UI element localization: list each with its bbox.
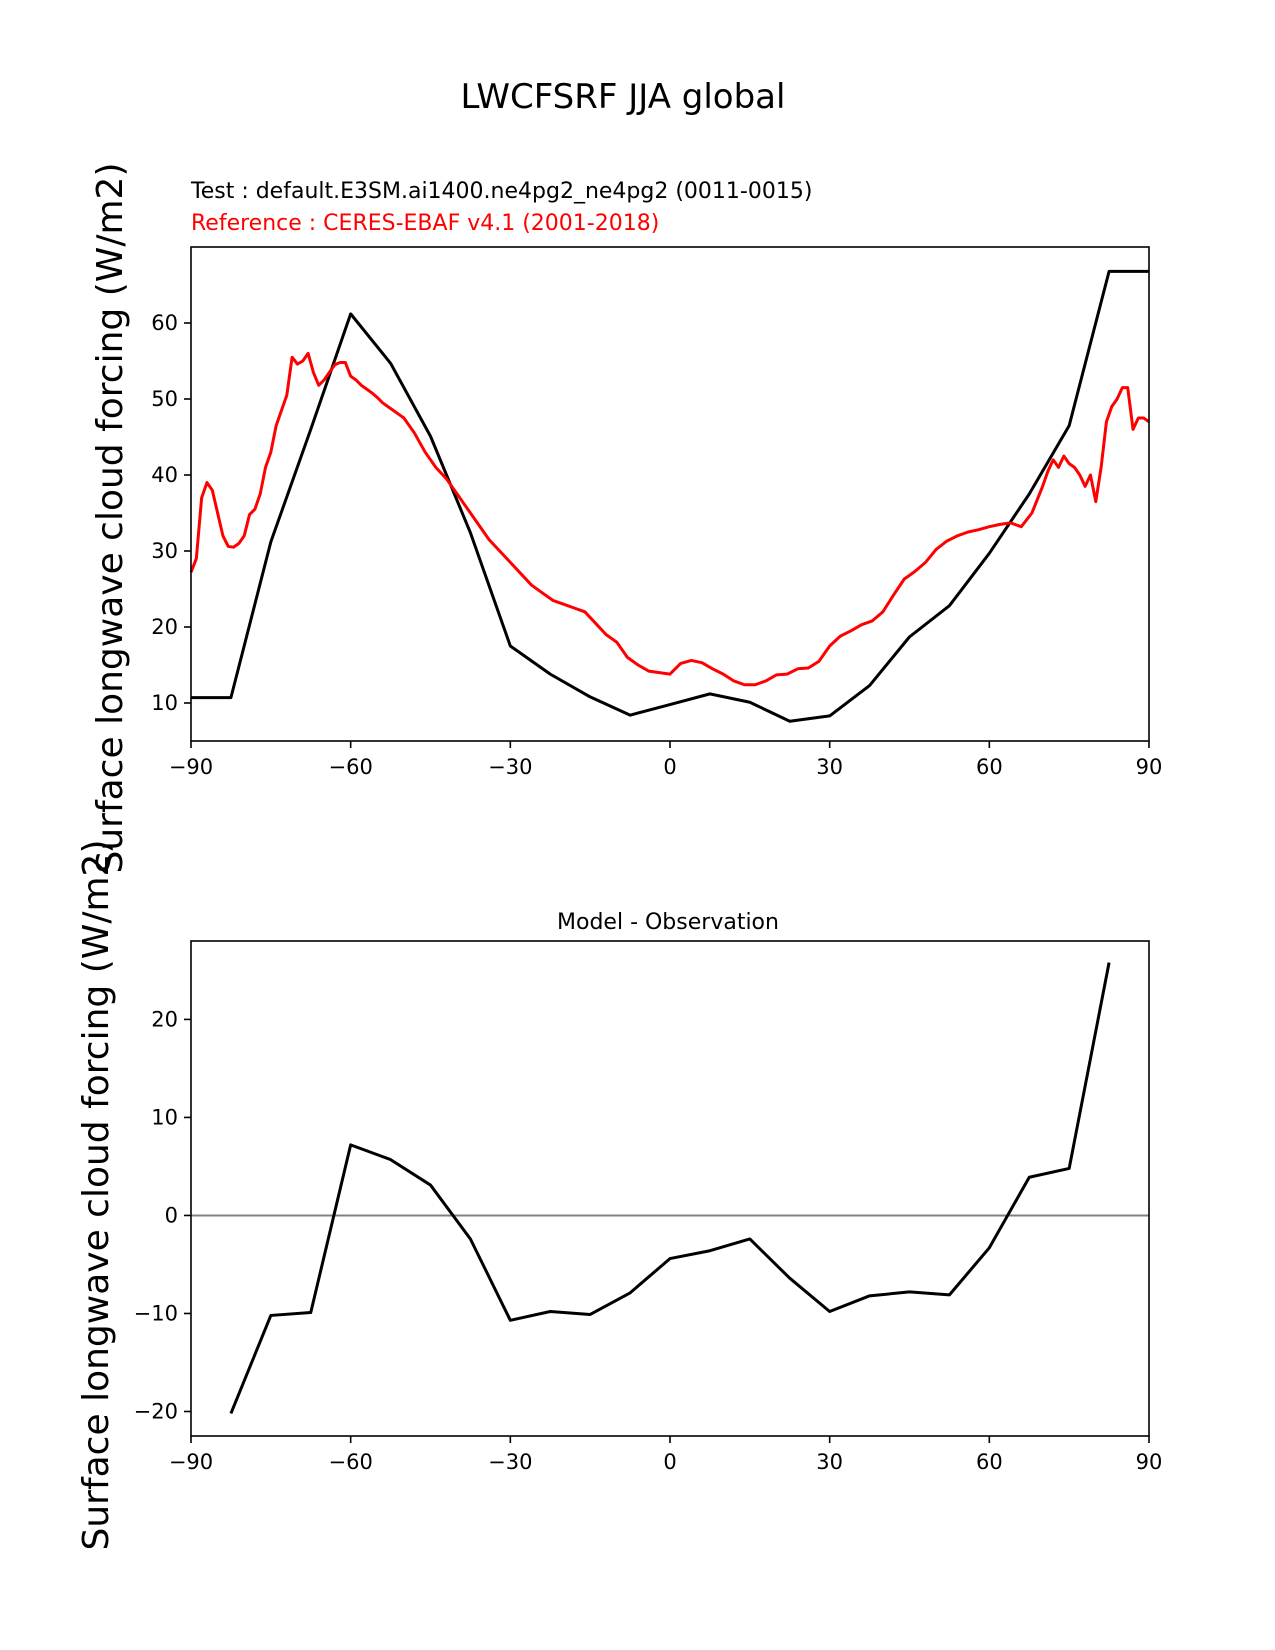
top-panel-reference-label: Reference : CERES-EBAF v4.1 (2001-2018) (191, 211, 659, 236)
bottom-panel-y-tick-label: 0 (165, 1203, 178, 1227)
top-panel-x-tick-label: 90 (1136, 755, 1163, 779)
bottom-panel-x-tick-label: 30 (816, 1450, 843, 1474)
bottom-panel-x-tick-label: 90 (1136, 1450, 1163, 1474)
top-panel-test-label: Test : default.E3SM.ai1400.ne4pg2_ne4pg2… (190, 179, 812, 204)
top-panel-y-axis-label: Surface longwave cloud forcing (W/m2) (90, 162, 131, 873)
top-panel: Test : default.E3SM.ai1400.ne4pg2_ne4pg2… (90, 162, 1162, 873)
top-panel-y-tick-label: 60 (151, 311, 178, 335)
top-panel-reference-line (189, 351, 1150, 687)
top-panel-x-tick-label: 0 (663, 755, 676, 779)
bottom-panel-test-line (229, 962, 1111, 1415)
figure-title: LWCFSRF JJA global (461, 77, 786, 117)
top-panel-y-tick-label: 20 (151, 615, 178, 639)
top-panel-y-tick-label: 10 (151, 691, 178, 715)
top-panel-test-line (191, 269, 1149, 723)
top-panel-x-tick-label: 30 (816, 755, 843, 779)
top-panel-y-tick-label: 40 (151, 463, 178, 487)
bottom-panel-plot-area: −90 −60 −30 0 30 60 90 −20 −10 0 10 20 (134, 940, 1163, 1474)
top-panel-x-tick-label: −60 (329, 755, 373, 779)
bottom-panel-y-tick-label: −10 (134, 1301, 178, 1325)
bottom-panel-title: Model - Observation (557, 910, 779, 935)
bottom-panel-x-tick-label: −30 (488, 1450, 532, 1474)
bottom-panel-x-tick-label: 60 (976, 1450, 1003, 1474)
bottom-panel-y-axis-label: Surface longwave cloud forcing (W/m2) (76, 839, 117, 1550)
bottom-panel-x-tick-label: 0 (663, 1450, 676, 1474)
top-panel-x-tick-label: −30 (488, 755, 532, 779)
top-panel-plot-area: −90 −60 −30 0 30 60 90 10 20 30 40 50 60 (151, 246, 1163, 779)
top-panel-x-tick-label: −90 (169, 755, 213, 779)
top-panel-x-tick-label: 60 (976, 755, 1003, 779)
bottom-panel-x-tick-label: −90 (169, 1450, 213, 1474)
bottom-panel: Model - Observation Surface longwave clo… (76, 839, 1162, 1550)
bottom-panel-x-tick-label: −60 (329, 1450, 373, 1474)
bottom-panel-y-tick-label: 10 (151, 1105, 178, 1129)
top-panel-y-tick-label: 50 (151, 387, 178, 411)
bottom-panel-y-tick-label: 20 (151, 1007, 178, 1031)
bottom-panel-y-tick-label: −20 (134, 1399, 178, 1423)
top-panel-y-tick-label: 30 (151, 539, 178, 563)
